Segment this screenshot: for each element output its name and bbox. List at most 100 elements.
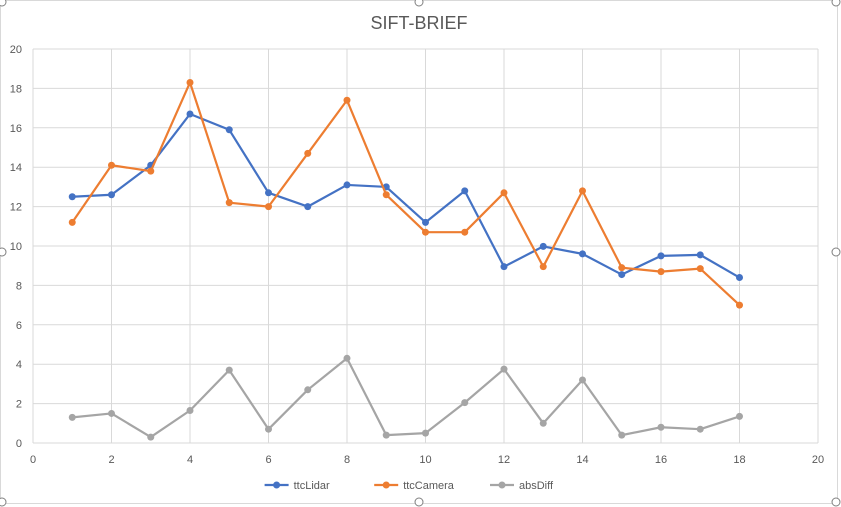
data-point-absDiff[interactable] bbox=[304, 386, 312, 394]
data-point-ttcLidar[interactable] bbox=[68, 193, 76, 201]
data-point-ttcCamera[interactable] bbox=[657, 268, 665, 276]
legend-label: absDiff bbox=[519, 480, 554, 492]
legend-swatch-marker bbox=[273, 481, 281, 489]
data-point-ttcLidar[interactable] bbox=[304, 203, 312, 211]
x-tick-label: 2 bbox=[108, 454, 114, 466]
data-point-ttcLidar[interactable] bbox=[422, 218, 429, 226]
data-point-absDiff[interactable] bbox=[382, 431, 390, 439]
resize-handle[interactable] bbox=[414, 497, 424, 507]
data-point-ttcLidar[interactable] bbox=[657, 252, 665, 260]
data-point-ttcLidar[interactable] bbox=[539, 242, 547, 250]
data-point-ttcCamera[interactable] bbox=[68, 218, 76, 226]
data-point-ttcCamera[interactable] bbox=[343, 96, 351, 104]
data-point-ttcCamera[interactable] bbox=[225, 199, 233, 207]
data-point-absDiff[interactable] bbox=[736, 412, 743, 420]
legend-item-ttcCamera[interactable]: ttcCamera bbox=[374, 480, 455, 492]
legend-label: ttcLidar bbox=[294, 480, 330, 492]
data-point-absDiff[interactable] bbox=[500, 365, 508, 373]
y-tick-label: 20 bbox=[10, 44, 22, 56]
series-ttcCamera[interactable] bbox=[68, 78, 743, 309]
data-point-ttcLidar[interactable] bbox=[461, 187, 469, 195]
x-tick-label: 10 bbox=[419, 454, 431, 466]
resize-handle[interactable] bbox=[0, 247, 7, 257]
x-tick-label: 14 bbox=[576, 454, 588, 466]
data-point-absDiff[interactable] bbox=[422, 429, 429, 437]
legend-item-absDiff[interactable]: absDiff bbox=[490, 480, 554, 492]
data-point-ttcLidar[interactable] bbox=[500, 263, 508, 271]
data-point-ttcCamera[interactable] bbox=[304, 149, 312, 157]
chart-title: SIFT-BRIEF bbox=[370, 13, 467, 33]
data-point-absDiff[interactable] bbox=[579, 376, 586, 384]
data-point-absDiff[interactable] bbox=[186, 406, 194, 414]
x-tick-label: 18 bbox=[733, 454, 745, 466]
y-tick-label: 18 bbox=[10, 83, 22, 95]
data-point-ttcLidar[interactable] bbox=[108, 191, 115, 199]
legend-swatch-marker bbox=[498, 481, 506, 489]
data-point-absDiff[interactable] bbox=[265, 425, 272, 433]
data-point-absDiff[interactable] bbox=[108, 409, 115, 417]
data-point-ttcCamera[interactable] bbox=[461, 228, 469, 236]
x-tick-label: 4 bbox=[187, 454, 193, 466]
resize-handle[interactable] bbox=[831, 0, 841, 7]
data-point-ttcCamera[interactable] bbox=[186, 78, 194, 86]
data-point-absDiff[interactable] bbox=[657, 423, 665, 431]
data-point-absDiff[interactable] bbox=[343, 354, 351, 362]
data-point-absDiff[interactable] bbox=[147, 433, 155, 441]
y-tick-label: 12 bbox=[10, 202, 22, 214]
legend-label: ttcCamera bbox=[403, 480, 455, 492]
data-point-ttcLidar[interactable] bbox=[225, 126, 233, 134]
x-tick-label: 12 bbox=[498, 454, 510, 466]
data-point-ttcCamera[interactable] bbox=[108, 161, 115, 169]
resize-handle[interactable] bbox=[0, 497, 7, 507]
data-point-ttcCamera[interactable] bbox=[736, 301, 743, 309]
data-point-ttcLidar[interactable] bbox=[186, 110, 194, 118]
data-point-ttcCamera[interactable] bbox=[696, 265, 704, 273]
data-point-ttcLidar[interactable] bbox=[618, 271, 626, 279]
y-tick-label: 14 bbox=[10, 162, 22, 174]
legend-swatch-marker bbox=[382, 481, 390, 489]
series-line-ttcCamera[interactable] bbox=[71, 81, 741, 306]
data-point-ttcCamera[interactable] bbox=[579, 187, 586, 195]
data-point-ttcLidar[interactable] bbox=[579, 250, 586, 258]
data-point-ttcCamera[interactable] bbox=[382, 191, 390, 199]
x-tick-label: 16 bbox=[655, 454, 667, 466]
y-tick-label: 8 bbox=[16, 280, 22, 292]
data-point-ttcCamera[interactable] bbox=[422, 228, 429, 236]
resize-handle[interactable] bbox=[831, 497, 841, 507]
data-point-ttcCamera[interactable] bbox=[500, 189, 508, 197]
data-point-absDiff[interactable] bbox=[461, 399, 469, 407]
data-point-ttcLidar[interactable] bbox=[736, 274, 743, 282]
legend-item-ttcLidar[interactable]: ttcLidar bbox=[264, 480, 330, 492]
data-point-ttcCamera[interactable] bbox=[618, 264, 626, 272]
data-point-absDiff[interactable] bbox=[696, 425, 704, 433]
data-point-ttcLidar[interactable] bbox=[343, 181, 351, 189]
data-point-ttcCamera[interactable] bbox=[147, 167, 155, 175]
series-ttcLidar[interactable] bbox=[68, 110, 743, 282]
axes: 0 2 4 6 8 10 12 14 16 18 20 0 2 4 6 8 10 12 14 16 18 20 bbox=[10, 44, 824, 466]
data-point-absDiff[interactable] bbox=[618, 431, 626, 439]
data-point-absDiff[interactable] bbox=[68, 413, 76, 421]
data-point-ttcCamera[interactable] bbox=[265, 203, 272, 211]
series-lines bbox=[68, 78, 743, 441]
resize-handle[interactable] bbox=[831, 247, 841, 257]
y-tick-label: 0 bbox=[16, 438, 22, 450]
data-point-ttcLidar[interactable] bbox=[265, 189, 272, 197]
series-line-absDiff[interactable] bbox=[72, 357, 740, 439]
resize-handle[interactable] bbox=[414, 0, 424, 7]
series-line-ttcLidar[interactable] bbox=[72, 112, 741, 279]
gridlines bbox=[32, 48, 819, 444]
data-point-absDiff[interactable] bbox=[539, 419, 547, 427]
series-absDiff[interactable] bbox=[68, 354, 743, 441]
data-point-ttcCamera[interactable] bbox=[539, 263, 547, 271]
legend: ttcLidar ttcCamera absDiff bbox=[264, 480, 554, 492]
resize-handle[interactable] bbox=[0, 0, 7, 7]
data-point-ttcLidar[interactable] bbox=[696, 251, 704, 259]
y-tick-label: 4 bbox=[16, 359, 22, 371]
data-point-absDiff[interactable] bbox=[225, 366, 233, 374]
x-tick-label: 6 bbox=[265, 454, 271, 466]
y-tick-label: 16 bbox=[10, 123, 22, 135]
